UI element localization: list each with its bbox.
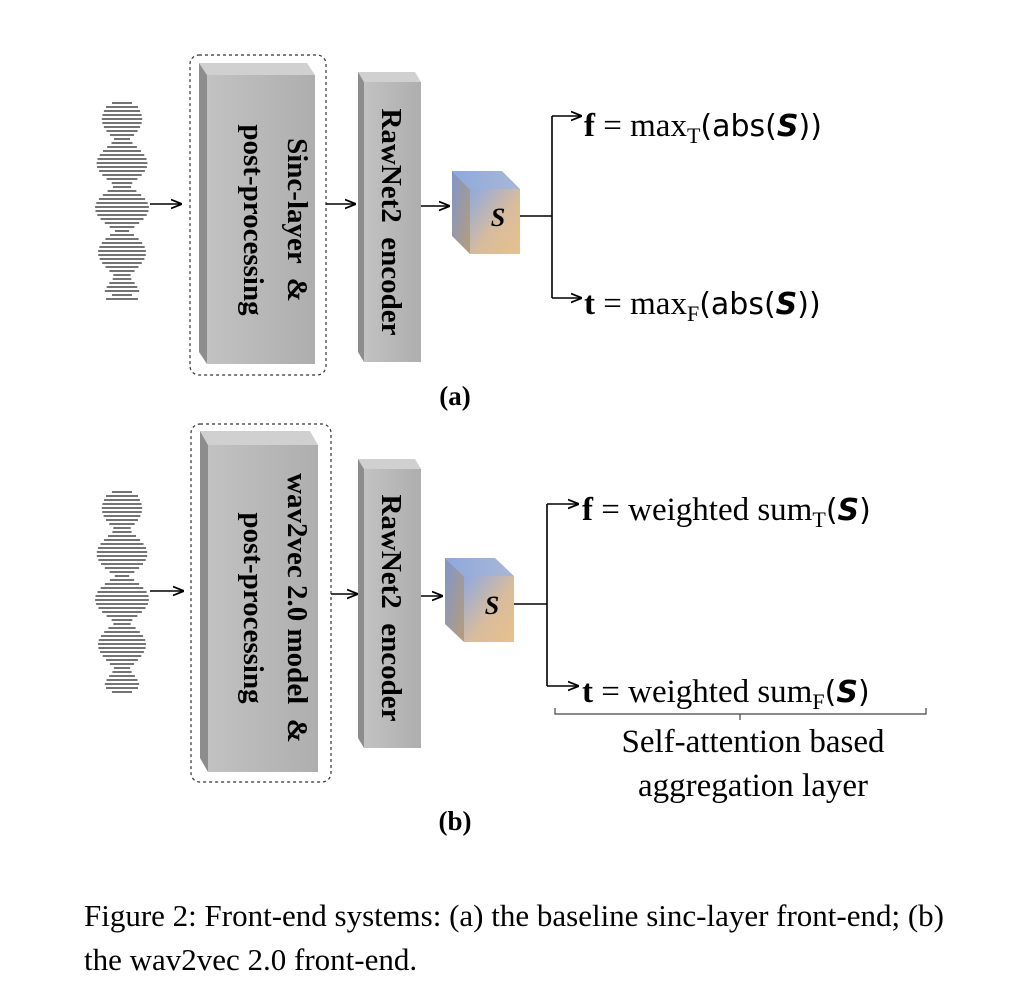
feature-map-cube: S bbox=[445, 558, 514, 642]
panel-b-label: (b) bbox=[439, 806, 472, 836]
t-equation: t = weighted sumF(S) bbox=[582, 674, 870, 714]
aggregation-label-line2: aggregation layer bbox=[638, 768, 868, 804]
underbrace bbox=[554, 708, 927, 720]
dashed-group-box bbox=[189, 54, 327, 376]
panel-a-label: (a) bbox=[439, 381, 470, 411]
f-equation: f = weighted sumT(S) bbox=[582, 492, 871, 532]
cube-s-label: S bbox=[485, 591, 499, 620]
rawnet2-encoder-block: RawNet2 encoder bbox=[358, 72, 421, 362]
figure-caption: Figure 2: Front-end systems: (a) the bas… bbox=[84, 898, 945, 977]
encoder-label: RawNet2 encoder bbox=[375, 494, 407, 721]
branch-lines bbox=[514, 504, 578, 686]
waveform-icon bbox=[95, 102, 149, 300]
wav2vec-block: wav2vec 2.0 model & post-processing bbox=[200, 431, 318, 772]
dashed-group-box bbox=[190, 423, 332, 783]
sinc-layer-label: Sinc-layer & bbox=[281, 138, 313, 302]
sinc-post-label: post-processing bbox=[237, 124, 269, 316]
wav2vec-post-label: post-processing bbox=[237, 512, 269, 704]
aggregation-label-line1: Self-attention based bbox=[621, 724, 885, 760]
branch-lines bbox=[520, 116, 581, 298]
panel-b: wav2vec 2.0 model & post-processing RawN… bbox=[95, 423, 927, 836]
rawnet2-encoder-block: RawNet2 encoder bbox=[358, 459, 421, 748]
wav2vec-label: wav2vec 2.0 model & bbox=[281, 473, 313, 743]
f-equation: f = maxT(abs(S)) bbox=[584, 108, 822, 148]
feature-map-cube: S bbox=[452, 171, 520, 254]
panel-a: Sinc-layer & post-processing RawNet2 enc… bbox=[95, 54, 822, 411]
sinc-layer-block: Sinc-layer & post-processing bbox=[199, 63, 315, 364]
encoder-label: RawNet2 encoder bbox=[375, 108, 407, 335]
waveform-icon bbox=[95, 491, 149, 693]
cube-s-label: S bbox=[491, 203, 505, 232]
t-equation: t = maxF(abs(S)) bbox=[584, 286, 821, 326]
